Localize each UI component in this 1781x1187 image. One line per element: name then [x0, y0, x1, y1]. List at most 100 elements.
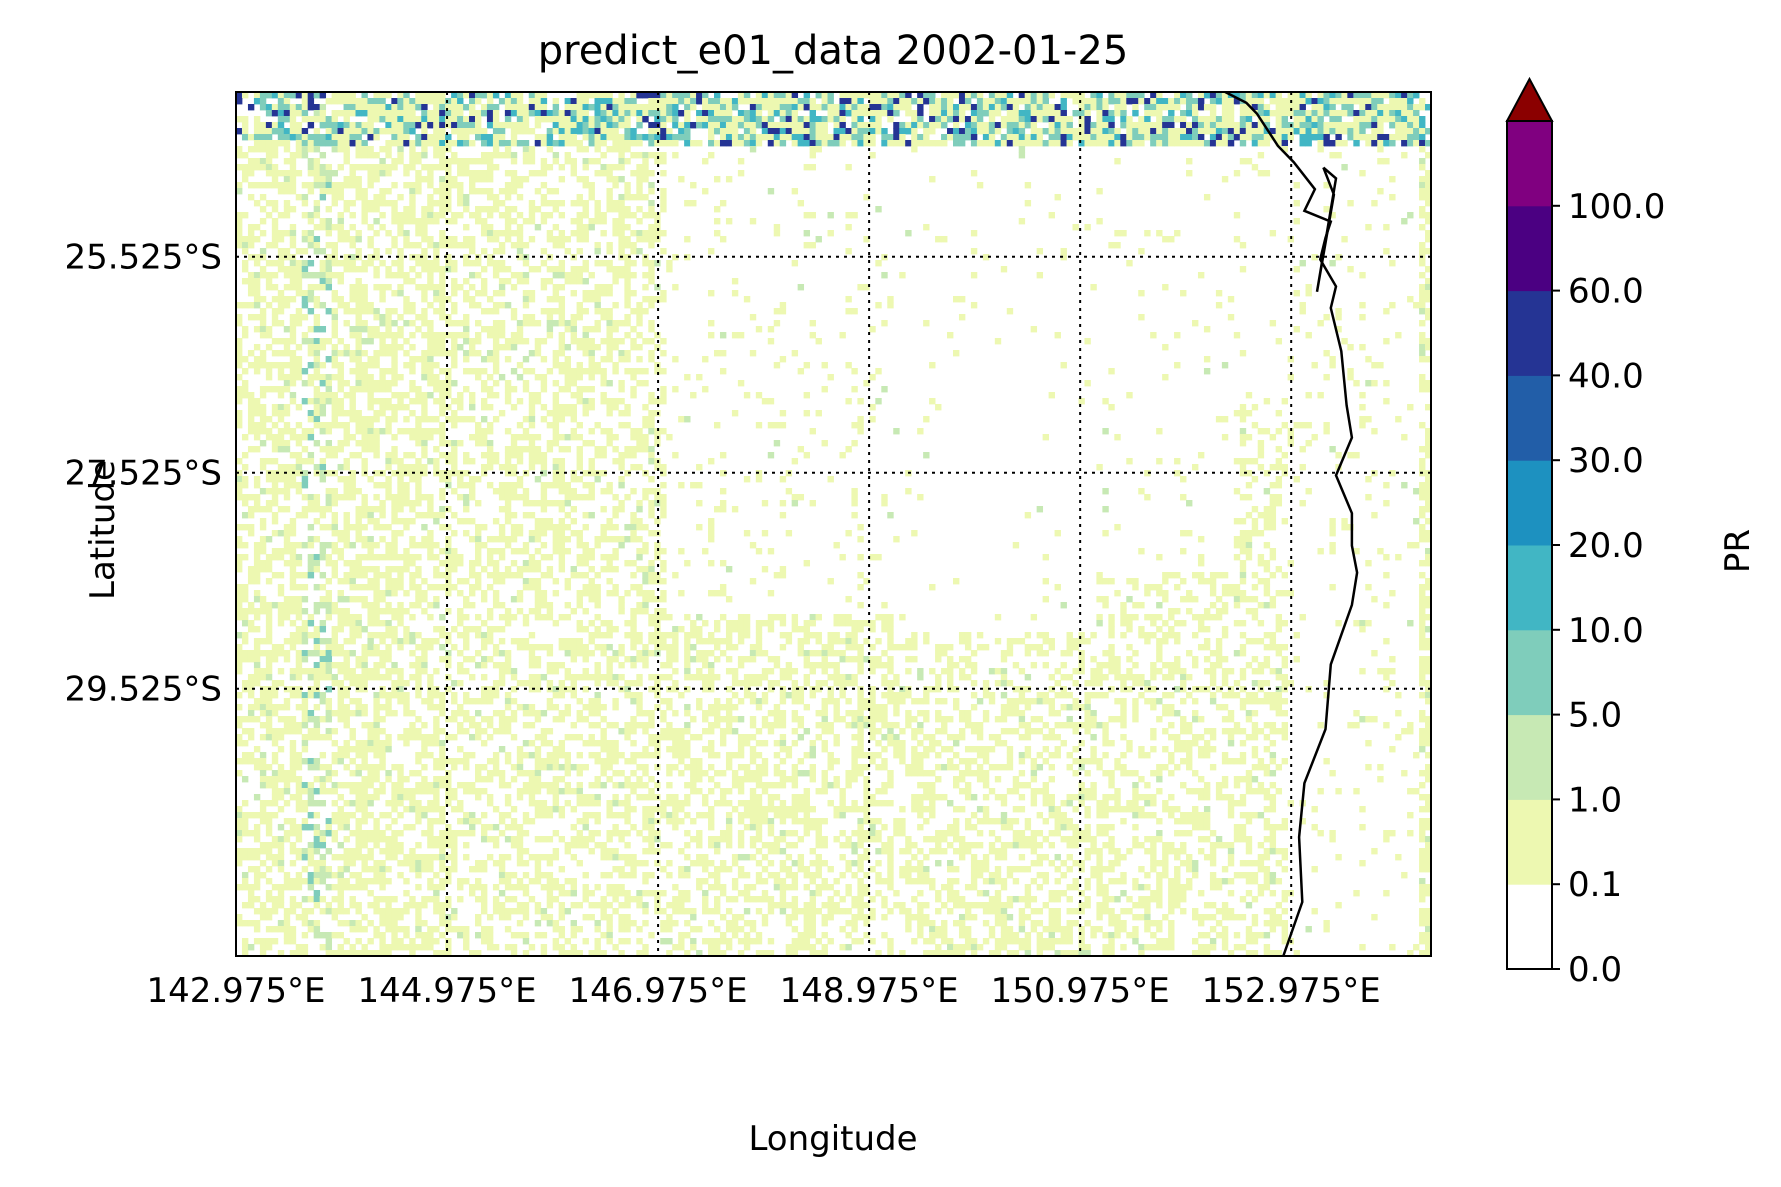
precip-cell [761, 530, 769, 537]
precip-cell [600, 308, 607, 315]
precip-cell [253, 122, 261, 129]
precip-cell [445, 200, 452, 207]
precip-cell [409, 308, 416, 315]
precip-cell [283, 266, 291, 273]
precip-cell [349, 488, 356, 495]
precip-cell [1341, 128, 1348, 135]
precip-cell [743, 110, 751, 117]
precip-cell [899, 122, 906, 129]
precip-cell [594, 446, 601, 453]
precip-cell [970, 110, 978, 117]
precip-cell [355, 284, 362, 291]
precip-cell [361, 146, 368, 153]
precip-cell [546, 410, 554, 417]
precip-cell [361, 206, 368, 213]
precip-cell [528, 566, 536, 573]
precip-cell [1419, 290, 1426, 297]
precip-cell [612, 368, 619, 375]
precip-cell [367, 182, 374, 189]
precip-cell [1401, 98, 1408, 105]
precip-cell [475, 92, 482, 99]
precip-cell [821, 128, 828, 135]
precip-cell [1419, 482, 1426, 489]
precip-cell [648, 260, 655, 267]
precip-cell [1042, 98, 1050, 105]
precip-cell [265, 158, 273, 165]
precip-cell [415, 422, 422, 429]
precip-cell [552, 140, 560, 147]
precip-cell [349, 284, 356, 291]
precip-cell [624, 284, 631, 291]
precip-cell [373, 92, 380, 99]
precip-cell [630, 128, 637, 135]
precip-cell [552, 428, 560, 435]
precip-cell [463, 416, 470, 423]
precip-cell [1138, 488, 1145, 495]
precip-cell [773, 98, 781, 105]
precip-cell [433, 374, 440, 381]
precip-cell [319, 266, 327, 273]
precip-cell [337, 368, 344, 375]
precip-cell [433, 140, 440, 147]
precip-cell [265, 344, 273, 351]
precip-cell [277, 182, 285, 189]
precip-cell [1329, 116, 1336, 123]
precip-cell [403, 236, 410, 243]
precip-cell [1281, 134, 1289, 141]
precip-cell [313, 506, 321, 513]
precip-cell [1150, 332, 1157, 339]
precip-cell [558, 116, 566, 123]
precip-cell [463, 134, 470, 141]
precip-cell [504, 506, 512, 513]
precip-cell [785, 530, 793, 537]
precip-cell [379, 368, 386, 375]
precip-cell [1203, 122, 1211, 129]
precip-cell [982, 104, 990, 111]
precip-cell [486, 374, 494, 381]
precip-cell [582, 128, 589, 135]
precip-cell [379, 554, 386, 561]
precip-cell [510, 104, 518, 111]
precip-cell [588, 134, 595, 141]
precip-cell [451, 410, 458, 417]
precip-cell [1012, 134, 1020, 141]
precip-cell [660, 110, 667, 117]
precip-cell [1221, 128, 1229, 135]
precip-cell [469, 566, 476, 573]
precip-cell [343, 380, 350, 387]
precip-cell [588, 386, 595, 393]
precip-cell [367, 128, 374, 135]
precip-cell [391, 110, 398, 117]
precip-cell [1203, 368, 1211, 375]
precip-cell [803, 134, 811, 141]
precip-cell [522, 446, 530, 453]
precip-cell [427, 284, 434, 291]
precip-cell [522, 302, 530, 309]
precip-cell [851, 440, 858, 447]
precip-cell [313, 236, 321, 243]
precip-cell [1359, 416, 1366, 423]
precip-cell [618, 272, 625, 279]
precip-cell [1383, 482, 1390, 489]
precip-cell [355, 566, 362, 573]
precip-cell [504, 452, 512, 459]
precip-cell [558, 434, 566, 441]
precip-cell [271, 110, 279, 117]
precip-cell [582, 584, 589, 591]
precip-cell [636, 332, 643, 339]
precip-cell [1251, 404, 1259, 411]
precip-cell [409, 500, 416, 507]
precip-cell [528, 296, 536, 303]
precip-cell [236, 182, 243, 189]
precip-cell [265, 578, 273, 585]
precip-cell [361, 110, 368, 117]
precip-cell [845, 164, 852, 171]
precip-cell [295, 272, 303, 279]
precip-cell [385, 146, 392, 153]
precip-cell [486, 194, 494, 201]
precip-cell [331, 170, 338, 177]
precip-cell [588, 398, 595, 405]
precip-cell [654, 344, 661, 351]
precip-cell [325, 338, 333, 345]
precip-cell [236, 410, 243, 417]
